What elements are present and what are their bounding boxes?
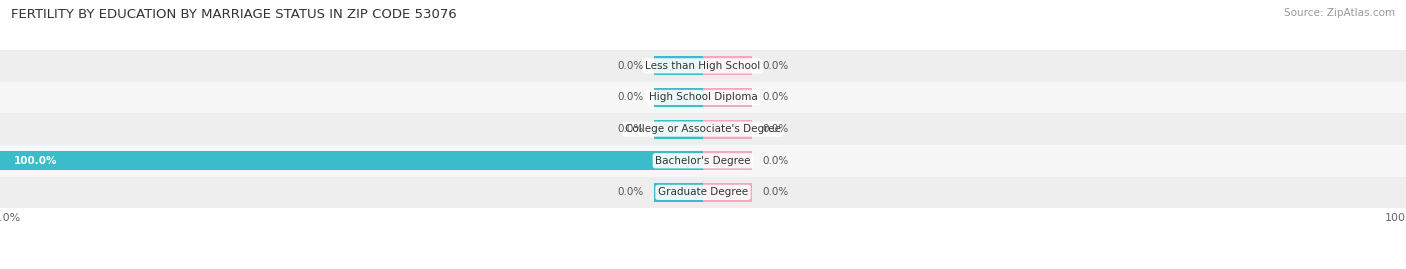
- Bar: [654, 183, 703, 202]
- Bar: [703, 120, 752, 139]
- Bar: [0, 151, 703, 170]
- Text: 0.0%: 0.0%: [762, 93, 789, 102]
- Bar: [703, 151, 752, 170]
- Text: College or Associate's Degree: College or Associate's Degree: [626, 124, 780, 134]
- Text: 0.0%: 0.0%: [762, 187, 789, 197]
- Bar: [0, 50, 1406, 82]
- Bar: [654, 56, 703, 75]
- Text: 0.0%: 0.0%: [617, 61, 644, 71]
- Bar: [703, 88, 752, 107]
- Bar: [0, 82, 1406, 113]
- Text: 0.0%: 0.0%: [762, 156, 789, 166]
- Text: Bachelor's Degree: Bachelor's Degree: [655, 156, 751, 166]
- Bar: [654, 88, 703, 107]
- Bar: [703, 56, 752, 75]
- Text: Graduate Degree: Graduate Degree: [658, 187, 748, 197]
- Text: 100.0%: 100.0%: [14, 156, 58, 166]
- Text: 0.0%: 0.0%: [762, 61, 789, 71]
- Text: High School Diploma: High School Diploma: [648, 93, 758, 102]
- Bar: [654, 120, 703, 139]
- Text: 0.0%: 0.0%: [617, 93, 644, 102]
- Text: 0.0%: 0.0%: [617, 124, 644, 134]
- Text: Less than High School: Less than High School: [645, 61, 761, 71]
- Text: 0.0%: 0.0%: [762, 124, 789, 134]
- Text: Source: ZipAtlas.com: Source: ZipAtlas.com: [1284, 8, 1395, 18]
- Text: FERTILITY BY EDUCATION BY MARRIAGE STATUS IN ZIP CODE 53076: FERTILITY BY EDUCATION BY MARRIAGE STATU…: [11, 8, 457, 21]
- Text: 0.0%: 0.0%: [617, 187, 644, 197]
- Bar: [0, 113, 1406, 145]
- Bar: [0, 145, 1406, 176]
- Bar: [703, 183, 752, 202]
- Bar: [0, 176, 1406, 208]
